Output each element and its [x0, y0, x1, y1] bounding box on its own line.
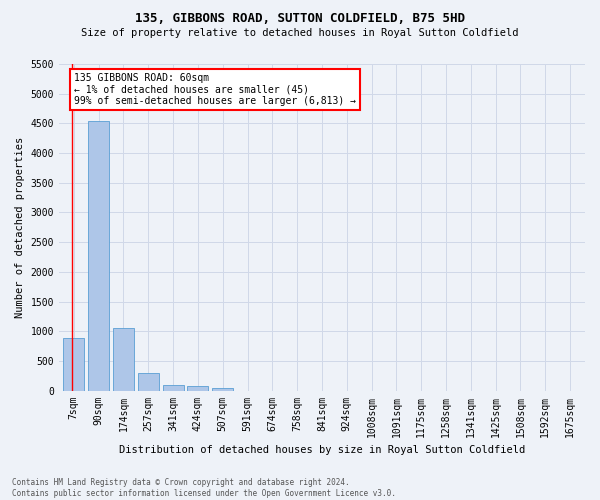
Y-axis label: Number of detached properties: Number of detached properties [15, 136, 25, 318]
Bar [113, 328, 134, 390]
Bar [63, 338, 85, 390]
X-axis label: Distribution of detached houses by size in Royal Sutton Coldfield: Distribution of detached houses by size … [119, 445, 525, 455]
Text: 135 GIBBONS ROAD: 60sqm
← 1% of detached houses are smaller (45)
99% of semi-det: 135 GIBBONS ROAD: 60sqm ← 1% of detached… [74, 73, 356, 106]
Bar [163, 385, 184, 390]
Text: 135, GIBBONS ROAD, SUTTON COLDFIELD, B75 5HD: 135, GIBBONS ROAD, SUTTON COLDFIELD, B75… [135, 12, 465, 26]
Bar [212, 388, 233, 390]
Bar [138, 374, 159, 390]
Bar [88, 121, 109, 390]
Text: Contains HM Land Registry data © Crown copyright and database right 2024.
Contai: Contains HM Land Registry data © Crown c… [12, 478, 396, 498]
Bar [187, 386, 208, 390]
Text: Size of property relative to detached houses in Royal Sutton Coldfield: Size of property relative to detached ho… [81, 28, 519, 38]
